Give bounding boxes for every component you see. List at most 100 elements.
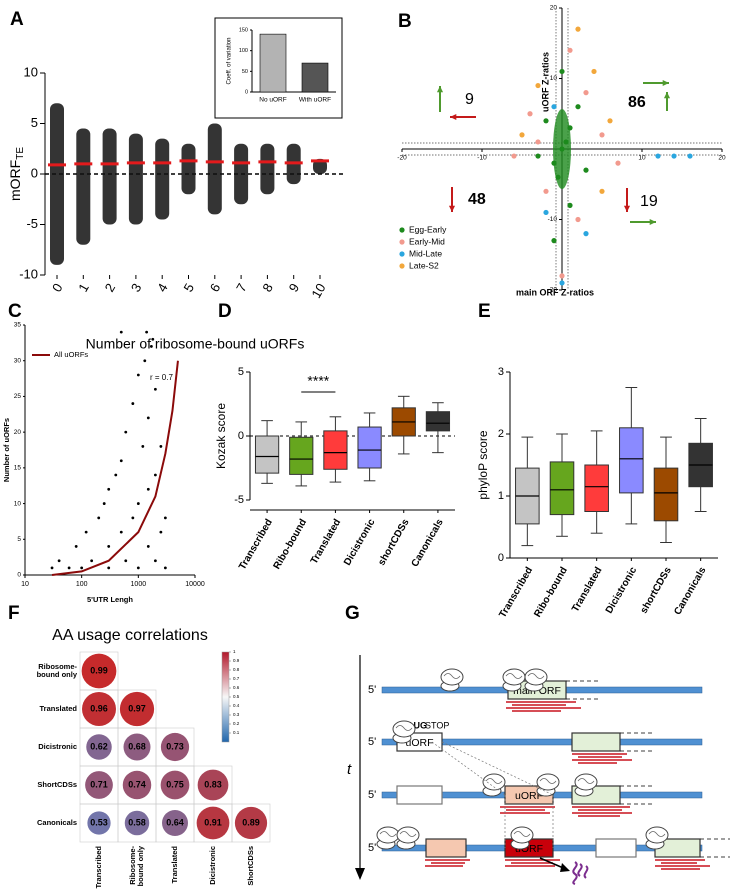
y-tick-label: 0	[17, 572, 21, 579]
colorbar-tick-label: 0.6	[233, 685, 240, 690]
y-tick-label: -20	[548, 287, 558, 294]
correlation-circle	[81, 653, 117, 689]
row-label: Canonicals	[37, 818, 77, 827]
point	[146, 545, 150, 548]
correlation-label: 0.99	[90, 665, 108, 675]
y-axis-label-sub: TE	[15, 147, 26, 160]
quadrant-count: 48	[468, 191, 486, 208]
x-tick-label: 2	[102, 281, 119, 295]
point	[559, 273, 565, 279]
point	[543, 118, 549, 124]
point	[527, 111, 533, 117]
colorbar-tick-label: 0.8	[233, 667, 240, 672]
ribosome-large	[502, 668, 526, 686]
colorbar-tick-label: 0.1	[233, 730, 240, 735]
ribosome-large	[396, 826, 420, 844]
point	[107, 487, 111, 491]
legend-label: All uORFs	[54, 350, 88, 359]
y-tick-label: 0	[245, 89, 248, 95]
point	[136, 373, 140, 377]
point	[599, 132, 605, 138]
column-label: Ribosome-bound only	[128, 845, 145, 886]
fit-line	[51, 360, 179, 576]
orf-box	[571, 732, 621, 752]
point	[141, 445, 145, 448]
correlation-label: 0.53	[90, 817, 108, 827]
point-strip	[260, 143, 275, 195]
correlation-label: 0.89	[242, 817, 260, 827]
panel-label: G	[345, 603, 360, 624]
point	[119, 459, 123, 463]
y-tick-label: 100	[239, 48, 248, 54]
x-tick-label: 1000	[131, 581, 147, 588]
point	[97, 516, 101, 520]
box	[323, 430, 348, 470]
point	[599, 188, 605, 194]
point	[551, 238, 557, 244]
correlation-label: 0.75	[166, 779, 184, 789]
correlation-circle	[162, 810, 188, 836]
row-label-line: Ribosome-	[38, 662, 77, 671]
y-tick-label: 35	[14, 322, 22, 329]
x-tick-label: 20	[718, 155, 726, 162]
point	[583, 90, 589, 96]
arrow-head	[448, 205, 456, 212]
point-strip	[128, 133, 143, 225]
x-tick-label: With uORF	[299, 97, 331, 104]
point	[153, 559, 157, 563]
ribosome-large	[440, 668, 464, 686]
x-tick-label: shortCDSs	[639, 565, 675, 616]
ribosome-large	[574, 773, 598, 791]
box	[653, 467, 679, 522]
x-tick-label: 6	[207, 281, 224, 295]
arrow-head	[662, 79, 669, 87]
y-tick-label: 10	[14, 500, 22, 507]
y-axis-label: mORFTE	[7, 147, 26, 201]
correlation-label: 0.64	[166, 817, 184, 827]
correlation-circle	[160, 732, 190, 762]
panel-label: B	[398, 11, 412, 32]
peptide	[572, 861, 589, 885]
y-tick-label: 15	[14, 465, 22, 472]
y-tick-label: 10	[24, 64, 38, 79]
box	[357, 426, 382, 469]
correlation-label: 0.74	[128, 779, 146, 789]
correlation-circle	[123, 733, 151, 761]
time-label: t	[347, 761, 352, 778]
correlation-circle	[124, 810, 150, 836]
ribosome-large	[536, 773, 560, 791]
point	[107, 566, 111, 570]
box	[619, 427, 644, 494]
point	[583, 231, 589, 237]
legend-marker	[399, 227, 405, 233]
colorbar	[221, 651, 230, 743]
bar	[301, 62, 329, 93]
y-tick-label: 0	[31, 165, 38, 180]
legend-marker	[399, 263, 405, 269]
y-tick-label: 0	[498, 552, 504, 564]
point	[535, 82, 541, 89]
point	[615, 160, 621, 166]
protein-arrow-head	[560, 863, 570, 872]
point	[583, 167, 589, 173]
panel-label: C	[8, 301, 22, 322]
x-tick-label: -10	[477, 155, 487, 162]
five-prime-label: 5'	[368, 789, 376, 801]
orf-box	[595, 838, 637, 858]
box	[425, 411, 451, 432]
correlation-label: 0.71	[90, 779, 108, 789]
point-strip	[76, 128, 91, 245]
x-tick-label: 7	[233, 281, 250, 295]
point	[159, 530, 163, 534]
point	[84, 530, 88, 534]
point	[543, 188, 549, 194]
y-tick-label: 1	[498, 490, 504, 502]
box	[549, 461, 575, 516]
row-label: Ribosome-bound only	[37, 662, 78, 679]
colorbar-tick-label: 0.9	[233, 658, 240, 663]
column-label: Dicistronic	[208, 846, 217, 885]
row-label: ShortCDSs	[37, 780, 77, 789]
ribosome-detail	[513, 831, 531, 837]
correlation-circle	[234, 806, 268, 840]
x-tick-label: Ribo-bound	[532, 565, 570, 619]
